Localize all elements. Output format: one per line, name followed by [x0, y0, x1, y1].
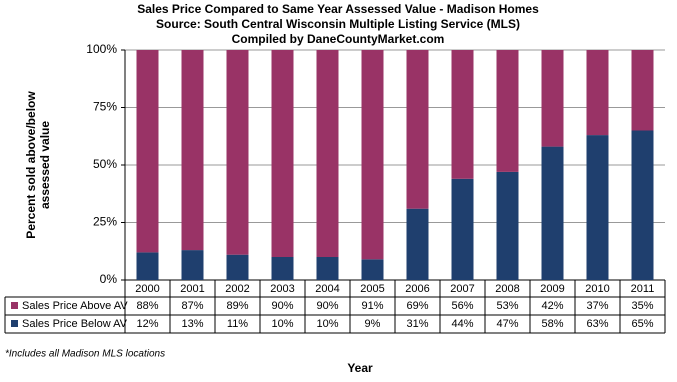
data-label: 37%: [586, 300, 608, 312]
y-tick-label: 100%: [86, 42, 117, 56]
bar-segment: [451, 178, 474, 280]
bar-segment: [451, 50, 474, 179]
data-label: 11%: [227, 318, 248, 330]
x-tick-label: 2007: [450, 283, 474, 295]
bar-segment: [226, 50, 249, 255]
bar-segment: [316, 257, 339, 280]
y-axis-label: assessed value: [38, 121, 52, 209]
data-label: 89%: [226, 300, 248, 312]
x-tick-label: 2002: [225, 283, 249, 295]
x-tick-label: 2011: [631, 283, 655, 295]
data-label: 90%: [316, 300, 338, 312]
data-label: 42%: [541, 300, 563, 312]
legend-label: Sales Price Below AV: [22, 318, 128, 330]
x-tick-label: 2004: [315, 283, 339, 295]
bar-segment: [136, 252, 159, 280]
x-tick-label: 2003: [270, 283, 294, 295]
x-tick-label: 2001: [180, 283, 204, 295]
bar-segment: [406, 50, 429, 209]
legend-label: Sales Price Above AV: [22, 300, 128, 312]
bar-segment: [181, 250, 204, 280]
data-label: 31%: [406, 318, 428, 330]
data-label: 90%: [271, 300, 293, 312]
bar-segment: [586, 135, 609, 280]
data-label: 12%: [136, 318, 158, 330]
y-axis-label: Percent sold above/below: [24, 91, 38, 239]
legend-key: [11, 302, 18, 309]
bar-segment: [631, 50, 654, 131]
bar-segment: [361, 259, 384, 280]
x-tick-label: 2008: [495, 283, 519, 295]
data-label: 13%: [181, 318, 203, 330]
chart-title: Sales Price Compared to Same Year Assess…: [137, 2, 539, 16]
bar-segment: [361, 50, 384, 260]
bar-segment: [631, 130, 654, 280]
bar-segment: [271, 50, 294, 257]
bar-segment: [541, 50, 564, 147]
x-tick-label: 2000: [135, 283, 159, 295]
x-tick-label: 2006: [405, 283, 429, 295]
footnote: *Includes all Madison MLS locations: [5, 349, 165, 360]
y-tick-label: 75%: [93, 100, 117, 114]
bar-segment: [136, 50, 159, 253]
data-label: 9%: [365, 318, 381, 330]
bar-segment: [496, 50, 519, 172]
bar-segment: [541, 146, 564, 280]
legend-key: [11, 320, 18, 327]
data-label: 44%: [451, 318, 473, 330]
bar-segment: [586, 50, 609, 136]
y-tick-label: 25%: [93, 215, 117, 229]
data-label: 10%: [316, 318, 338, 330]
data-label: 91%: [361, 300, 383, 312]
chart-subtitle: Compiled by DaneCountyMarket.com: [232, 32, 445, 46]
data-label: 58%: [541, 318, 563, 330]
x-tick-label: 2005: [360, 283, 384, 295]
y-tick-label: 0%: [100, 272, 118, 286]
bar-segment: [406, 208, 429, 280]
bar-segment: [181, 50, 204, 251]
data-label: 69%: [406, 300, 428, 312]
bar-segment: [271, 257, 294, 280]
data-label: 35%: [631, 300, 653, 312]
x-tick-label: 2010: [585, 283, 609, 295]
data-label: 65%: [631, 318, 653, 330]
x-tick-label: 2009: [540, 283, 564, 295]
bar-segment: [316, 50, 339, 257]
data-label: 47%: [496, 318, 518, 330]
x-axis-label: Year: [347, 361, 373, 375]
data-label: 87%: [181, 300, 203, 312]
data-label: 88%: [136, 300, 158, 312]
data-label: 56%: [451, 300, 473, 312]
data-label: 63%: [586, 318, 608, 330]
bar-segment: [496, 171, 519, 280]
y-tick-label: 50%: [93, 157, 117, 171]
chart-subtitle: Source: South Central Wisconsin Multiple…: [156, 17, 520, 31]
data-label: 53%: [496, 300, 518, 312]
bar-segment: [226, 254, 249, 280]
data-label: 10%: [271, 318, 293, 330]
